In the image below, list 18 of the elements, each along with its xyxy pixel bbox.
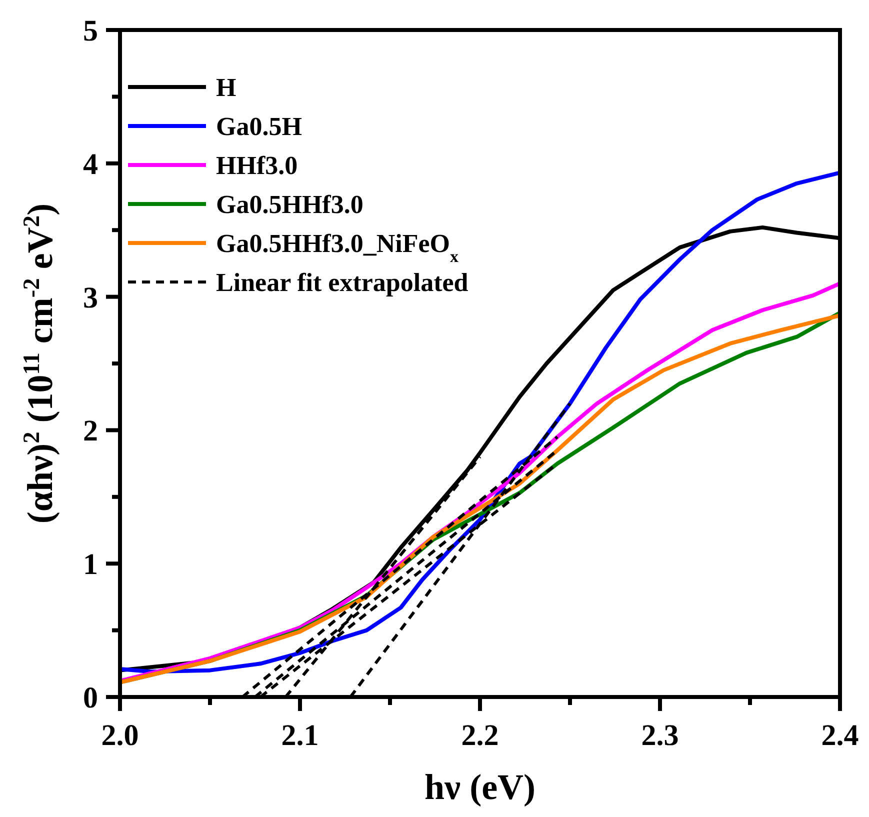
x-axis-title: hν (eV) <box>424 767 536 807</box>
x-tick-label: 2.4 <box>821 719 859 752</box>
y-tick-label: 3 <box>83 281 98 314</box>
x-tick-label: 2.3 <box>641 719 679 752</box>
legend-label: HHf3.0 <box>216 151 298 180</box>
y-tick-label: 4 <box>83 148 98 181</box>
legend-label: H <box>216 73 236 102</box>
legend-label: Linear fit extrapolated <box>216 268 469 298</box>
legend-label: Ga0.5HHf3.0_NiFeO$_{x}$ <box>216 229 459 266</box>
y-tick-label: 5 <box>83 14 98 48</box>
x-tick-label: 2.2 <box>461 719 499 752</box>
y-tick-label: 0 <box>83 682 98 714</box>
y-tick-label: 1 <box>83 548 98 582</box>
legend-label: Ga0.5HHf3.0 <box>216 190 364 220</box>
y-tick-label: 2 <box>83 414 98 448</box>
x-tick-label: 2.0 <box>101 719 139 752</box>
x-tick-label: 2.1 <box>281 719 319 752</box>
legend-label: Ga0.5H <box>216 112 302 142</box>
